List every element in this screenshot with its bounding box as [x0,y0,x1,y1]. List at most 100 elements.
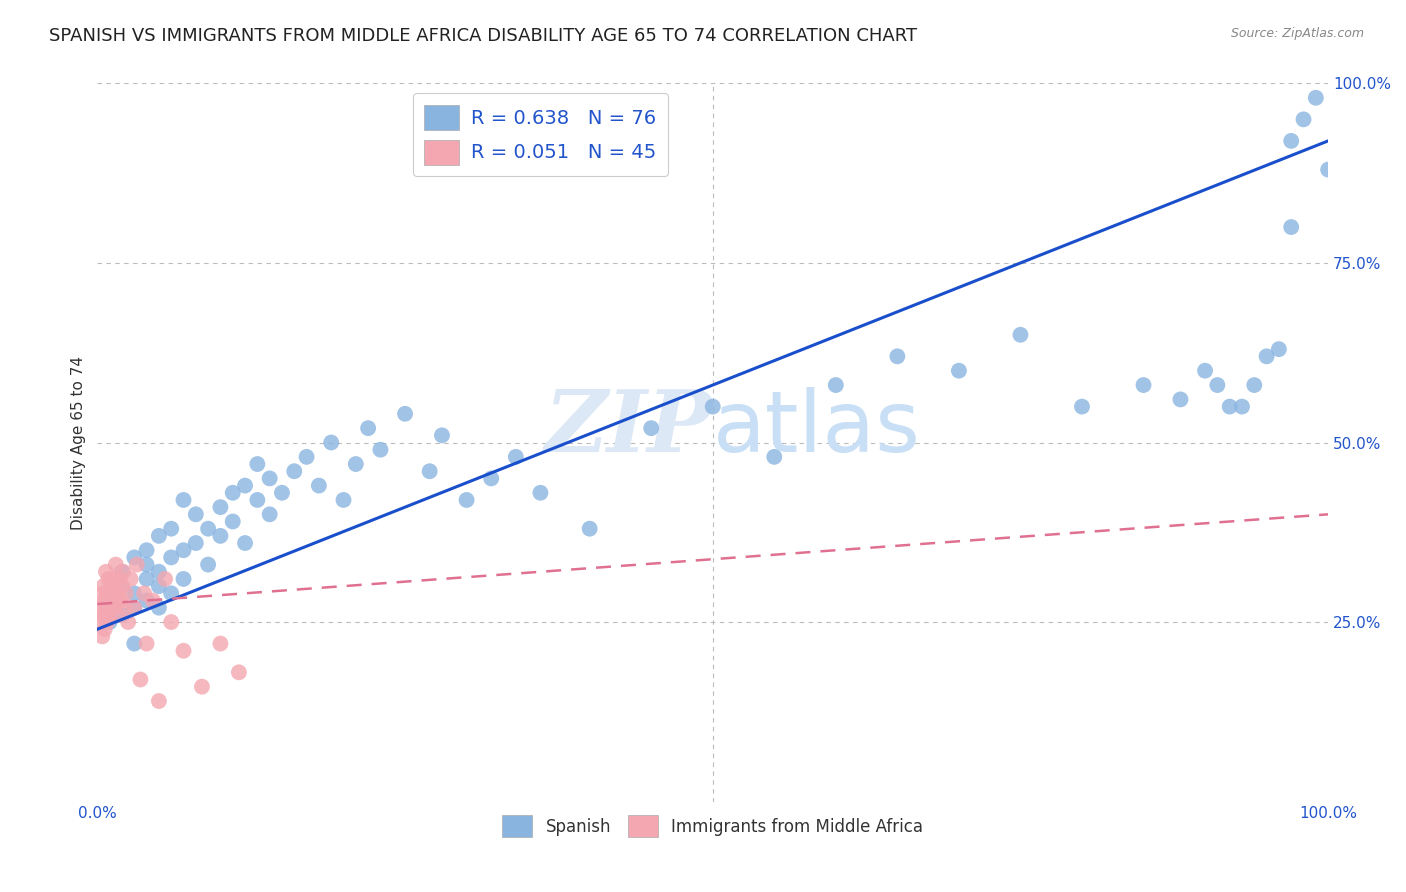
Point [134,586,156,600]
Point [103,600,125,615]
Point [103,572,125,586]
Point [142,593,165,607]
Point [100,579,122,593]
Point [370,442,392,457]
Point [505,450,527,464]
Point [308,478,330,492]
Point [1071,400,1094,414]
Point [1279,134,1302,148]
Point [233,536,256,550]
Point [112,565,135,579]
Point [259,508,281,522]
Point [1279,220,1302,235]
Point [1194,364,1216,378]
Point [160,522,183,536]
Point [114,586,136,600]
Point [97,600,120,615]
Point [1317,162,1340,177]
Point [135,637,157,651]
Point [148,694,170,708]
Point [578,522,600,536]
Point [259,471,281,485]
Point [148,565,170,579]
Point [129,673,152,687]
Point [763,450,786,464]
Point [160,550,183,565]
Point [105,607,128,622]
Point [1256,349,1278,363]
Point [419,464,441,478]
Point [209,529,232,543]
Point [344,457,367,471]
Point [98,615,121,629]
Point [111,565,134,579]
Point [1219,400,1241,414]
Point [184,508,207,522]
Point [110,593,132,607]
Point [394,407,416,421]
Point [120,572,142,586]
Point [98,593,121,607]
Point [94,600,117,615]
Point [135,572,157,586]
Point [148,579,170,593]
Point [197,522,219,536]
Point [96,615,118,629]
Point [1268,342,1291,356]
Point [1010,327,1032,342]
Point [104,558,127,572]
Point [529,485,551,500]
Text: SPANISH VS IMMIGRANTS FROM MIDDLE AFRICA DISABILITY AGE 65 TO 74 CORRELATION CHA: SPANISH VS IMMIGRANTS FROM MIDDLE AFRICA… [49,27,917,45]
Point [153,572,176,586]
Point [1206,378,1229,392]
Point [233,478,256,492]
Point [93,607,115,622]
Point [173,492,195,507]
Point [271,485,294,500]
Point [111,607,134,622]
Point [1230,400,1253,414]
Point [90,615,112,629]
Point [91,586,114,600]
Point [886,349,908,363]
Point [332,492,354,507]
Point [98,593,121,607]
Point [357,421,380,435]
Point [135,543,157,558]
Point [96,586,118,600]
Point [430,428,453,442]
Point [111,579,134,593]
Point [1170,392,1192,407]
Point [94,565,117,579]
Point [228,665,250,680]
Point [91,629,114,643]
Point [1305,91,1327,105]
Y-axis label: Disability Age 65 to 74: Disability Age 65 to 74 [72,356,86,530]
Point [702,400,724,414]
Text: Source: ZipAtlas.com: Source: ZipAtlas.com [1230,27,1364,40]
Point [124,637,146,651]
Point [125,558,148,572]
Point [124,600,146,615]
Point [160,615,183,629]
Point [111,579,134,593]
Point [107,586,129,600]
Point [97,572,120,586]
Point [173,644,195,658]
Legend: Spanish, Immigrants from Middle Africa: Spanish, Immigrants from Middle Africa [496,809,929,844]
Point [197,558,219,572]
Point [191,680,214,694]
Point [93,593,115,607]
Point [101,586,124,600]
Point [283,464,305,478]
Point [148,600,170,615]
Point [112,600,135,615]
Point [135,558,157,572]
Point [456,492,478,507]
Point [948,364,970,378]
Point [246,457,269,471]
Point [93,579,115,593]
Point [222,485,245,500]
Text: ZIP: ZIP [546,386,713,470]
Text: atlas: atlas [713,386,921,470]
